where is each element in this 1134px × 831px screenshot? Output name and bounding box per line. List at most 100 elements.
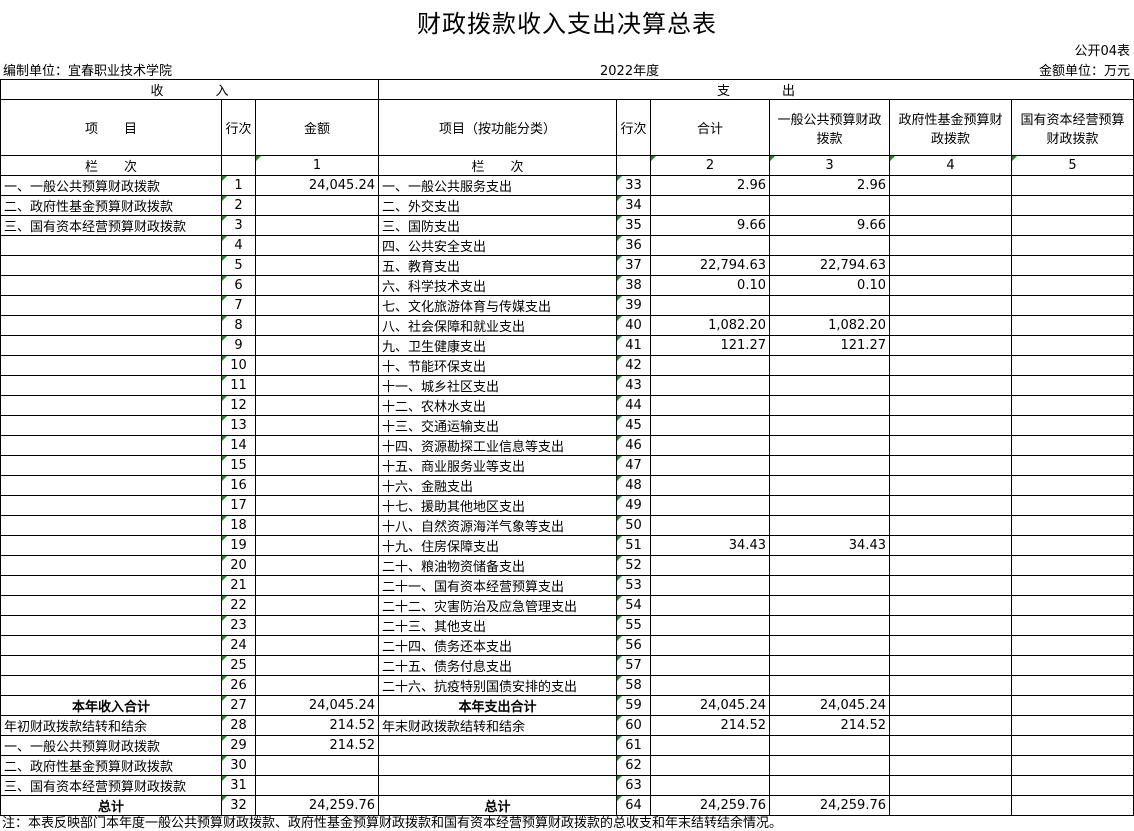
expense-fund-budget xyxy=(889,415,1012,436)
income-item xyxy=(0,335,222,356)
expense-state-capital xyxy=(1011,315,1134,336)
expense-state-capital xyxy=(1011,595,1134,616)
expense-fund-budget xyxy=(889,235,1012,256)
expense-general-budget xyxy=(769,455,890,476)
expense-line-no: 51 xyxy=(616,535,651,556)
expense-total xyxy=(650,455,770,476)
expense-item: 二、外交支出 xyxy=(378,195,617,216)
expense-general-budget xyxy=(769,435,890,456)
expense-line-no: 61 xyxy=(616,735,651,756)
income-item xyxy=(0,495,222,516)
expense-total xyxy=(650,675,770,696)
expense-state-capital xyxy=(1011,555,1134,576)
expense-total xyxy=(650,395,770,416)
expense-item: 十、节能环保支出 xyxy=(378,355,617,376)
expense-state-capital xyxy=(1011,295,1134,316)
expense-line-no: 48 xyxy=(616,475,651,496)
expense-total xyxy=(650,595,770,616)
expense-fund-budget xyxy=(889,255,1012,276)
expense-general-budget xyxy=(769,195,890,216)
expense-state-capital xyxy=(1011,415,1134,436)
table-row: 6 六、科学技术支出 38 0.10 0.10 xyxy=(0,275,1134,296)
expense-state-capital xyxy=(1011,335,1134,356)
expense-item: 十八、自然资源海洋气象等支出 xyxy=(378,515,617,536)
income-amount xyxy=(255,515,379,536)
expense-line-no: 52 xyxy=(616,555,651,576)
expense-line-no: 36 xyxy=(616,235,651,256)
income-item xyxy=(0,415,222,436)
expense-total xyxy=(650,355,770,376)
expense-line-no: 43 xyxy=(616,375,651,396)
expense-general-budget xyxy=(769,235,890,256)
income-header: 收 入 xyxy=(0,79,379,100)
expense-fund-budget xyxy=(889,675,1012,696)
income-amount xyxy=(255,495,379,516)
expense-fund-budget xyxy=(889,615,1012,636)
table-row: 26 二十六、抗疫特别国债安排的支出 58 xyxy=(0,675,1134,696)
expense-total: 214.52 xyxy=(650,715,770,736)
expense-general-budget xyxy=(769,615,890,636)
income-item: 一、一般公共预算财政拨款 xyxy=(0,175,222,196)
expense-fund-budget xyxy=(889,635,1012,656)
income-item xyxy=(0,475,222,496)
table-row: 13 十三、交通运输支出 45 xyxy=(0,415,1134,436)
expense-state-capital xyxy=(1011,495,1134,516)
expense-total: 22,794.63 xyxy=(650,255,770,276)
income-item xyxy=(0,395,222,416)
expense-total: 1,082.20 xyxy=(650,315,770,336)
compiling-unit: 编制单位：宜春职业技术学院 xyxy=(3,64,173,79)
table-row: 4 四、公共安全支出 36 xyxy=(0,235,1134,256)
income-line-no: 19 xyxy=(221,535,256,556)
expense-header: 支 出 xyxy=(378,79,1134,100)
income-amount xyxy=(255,655,379,676)
expense-general-budget: 9.66 xyxy=(769,215,890,236)
expense-general-budget: 2.96 xyxy=(769,175,890,196)
income-item xyxy=(0,455,222,476)
expense-general-budget: 214.52 xyxy=(769,715,890,736)
expense-line-no: 44 xyxy=(616,395,651,416)
expense-state-capital xyxy=(1011,235,1134,256)
expense-item xyxy=(378,735,617,756)
income-line-no: 26 xyxy=(221,675,256,696)
expense-item: 二十二、灾害防治及应急管理支出 xyxy=(378,595,617,616)
expense-state-capital xyxy=(1011,675,1134,696)
expense-item: 十七、援助其他地区支出 xyxy=(378,495,617,516)
table-row: 15 十五、商业服务业等支出 47 xyxy=(0,455,1134,476)
expense-line-no: 55 xyxy=(616,615,651,636)
income-amount xyxy=(255,375,379,396)
expense-state-capital xyxy=(1011,475,1134,496)
table-row: 25 二十五、债务付息支出 57 xyxy=(0,655,1134,676)
table-row: 21 二十一、国有资本经营预算支出 53 xyxy=(0,575,1134,596)
expense-item: 二十四、债务还本支出 xyxy=(378,635,617,656)
table-row: 18 十八、自然资源海洋气象等支出 50 xyxy=(0,515,1134,536)
income-amount xyxy=(255,215,379,236)
expense-line-no: 58 xyxy=(616,675,651,696)
income-line-no: 10 xyxy=(221,355,256,376)
expense-line-no: 60 xyxy=(616,715,651,736)
expense-line-no: 34 xyxy=(616,195,651,216)
income-line-no: 14 xyxy=(221,435,256,456)
income-item: 年初财政拨款结转和结余 xyxy=(0,715,222,736)
income-line-no: 11 xyxy=(221,375,256,396)
expense-item: 本年支出合计 xyxy=(378,695,617,716)
income-line-no: 5 xyxy=(221,255,256,276)
income-line-no: 22 xyxy=(221,595,256,616)
fund-header: 政府性基金预算财政拨款 xyxy=(889,99,1012,156)
expense-item xyxy=(378,755,617,776)
expense-fund-budget xyxy=(889,315,1012,336)
expense-fund-budget xyxy=(889,735,1012,756)
expense-item: 三、国防支出 xyxy=(378,215,617,236)
expense-general-budget xyxy=(769,475,890,496)
expense-general-budget xyxy=(769,555,890,576)
general-header: 一般公共预算财政拨款 xyxy=(769,99,890,156)
expense-item: 八、社会保障和就业支出 xyxy=(378,315,617,336)
expense-fund-budget xyxy=(889,715,1012,736)
table-row: 23 二十三、其他支出 55 xyxy=(0,615,1134,636)
expense-line-no: 59 xyxy=(616,695,651,716)
table-row: 14 十四、资源勘探工业信息等支出 46 xyxy=(0,435,1134,456)
expense-general-budget: 24,259.76 xyxy=(769,795,890,816)
expense-line-no: 41 xyxy=(616,335,651,356)
expense-general-budget xyxy=(769,495,890,516)
expense-general-budget: 121.27 xyxy=(769,335,890,356)
expense-fund-budget xyxy=(889,515,1012,536)
